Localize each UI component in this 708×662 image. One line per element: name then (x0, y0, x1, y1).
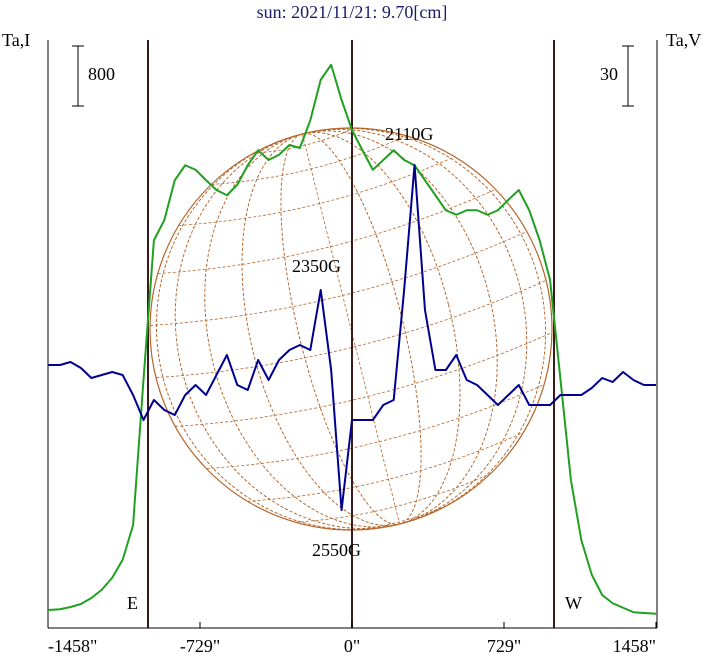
scale-bar-label: 800 (88, 64, 115, 84)
parallel (150, 231, 527, 326)
parallel (206, 384, 545, 470)
parallel (295, 473, 491, 523)
annotation: 2350G (292, 256, 341, 276)
annotation: W (565, 593, 582, 613)
x-tick-label: 1458" (613, 636, 656, 656)
parallel (347, 504, 449, 531)
parallel (157, 189, 496, 274)
series-line (47, 63, 657, 615)
chart-title: sun: 2021/11/21: 9.70[cm] (257, 2, 448, 22)
x-tick-label: 0" (344, 636, 360, 656)
series-line (48, 164, 656, 511)
parallel (175, 332, 553, 427)
meridian (241, 132, 461, 526)
annotation: 2550G (312, 540, 361, 560)
parallel (178, 156, 455, 226)
x-tick-label: -729" (180, 636, 220, 656)
parallel (211, 135, 407, 185)
y-axis-label: Ta,I (2, 30, 30, 50)
x-tick-label: -1458" (48, 636, 97, 656)
parallel (155, 280, 547, 379)
meridian (174, 129, 528, 529)
annotation: E (127, 593, 138, 613)
x-tick-label: 729" (487, 636, 521, 656)
parallel (247, 432, 524, 502)
scale-bar-label: 30 (600, 64, 618, 84)
parallel (253, 127, 355, 154)
annotation: 2110G (385, 124, 433, 144)
y2-axis-label: Ta,V (666, 30, 701, 50)
